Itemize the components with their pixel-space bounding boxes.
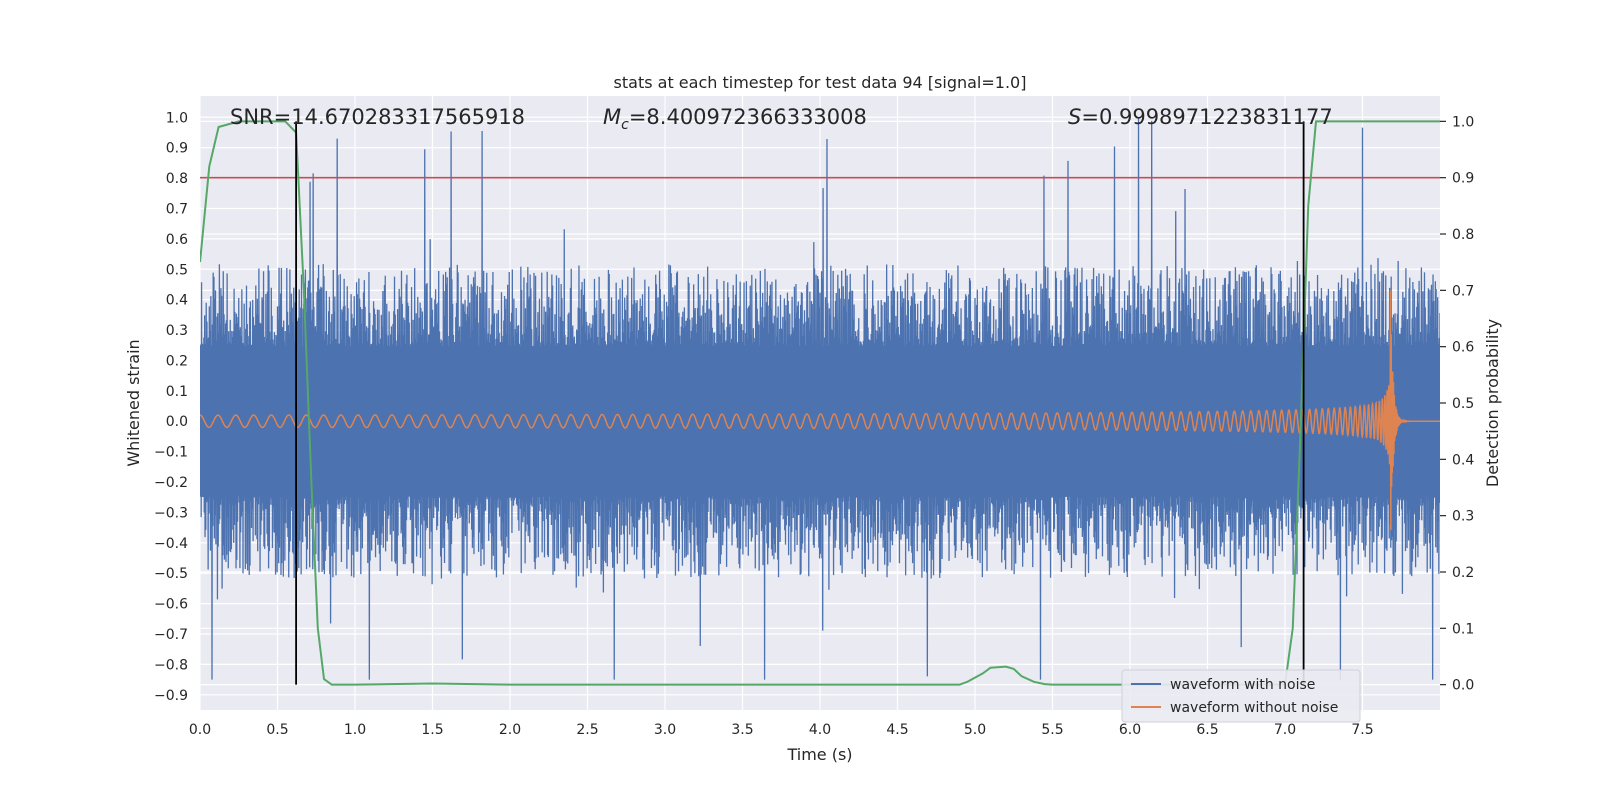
y-left-tick-label: 0.6 bbox=[166, 232, 188, 248]
chirp-mass-annotation: Mc=8.400972366333008 bbox=[603, 105, 867, 133]
chart-title: stats at each timestep for test data 94 … bbox=[614, 73, 1027, 92]
x-tick-label: 4.0 bbox=[809, 722, 831, 738]
left-y-axis-label: Whitened strain bbox=[124, 339, 143, 466]
s-value: =0.9998971223831177 bbox=[1081, 105, 1332, 129]
legend-label-clean: waveform without noise bbox=[1170, 700, 1338, 716]
x-tick-label: 2.5 bbox=[576, 722, 598, 738]
plot-clip bbox=[200, 118, 1440, 686]
x-tick-label: 6.0 bbox=[1119, 722, 1141, 738]
x-tick-label: 1.5 bbox=[421, 722, 443, 738]
y-left-tick-label: 0.4 bbox=[166, 293, 188, 309]
y-left-tick-label: −0.4 bbox=[154, 536, 188, 552]
legend: waveform with noise waveform without noi… bbox=[1121, 669, 1361, 723]
legend-label-noise: waveform with noise bbox=[1170, 677, 1315, 693]
y-right-tick-label: 0.3 bbox=[1452, 509, 1474, 525]
x-tick-label: 0.0 bbox=[189, 722, 211, 738]
x-tick-label: 5.0 bbox=[964, 722, 986, 738]
y-left-tick-label: 0.7 bbox=[166, 201, 188, 217]
x-tick-label: 2.0 bbox=[499, 722, 521, 738]
x-tick-label: 5.5 bbox=[1041, 722, 1063, 738]
mc-subscript: c bbox=[621, 117, 629, 133]
y-right-tick-label: 0.8 bbox=[1452, 227, 1474, 243]
y-left-tick-label: 0.2 bbox=[166, 353, 188, 369]
y-right-tick-label: 0.5 bbox=[1452, 396, 1474, 412]
y-right-tick-label: 0.4 bbox=[1452, 452, 1474, 468]
x-tick-label: 7.0 bbox=[1274, 722, 1296, 738]
series-layer bbox=[200, 118, 1440, 686]
snr-annotation: SNR=14.670283317565918 bbox=[230, 105, 525, 129]
x-tick-label: 7.5 bbox=[1351, 722, 1373, 738]
y-right-tick-label: 0.1 bbox=[1452, 621, 1474, 637]
y-left-tick-label: 0.5 bbox=[166, 262, 188, 278]
legend-box bbox=[1121, 669, 1361, 723]
y-left-tick-label: 0.0 bbox=[166, 414, 188, 430]
y-left-tick-label: 0.3 bbox=[166, 323, 188, 339]
y-left-tick-label: 0.9 bbox=[166, 141, 188, 157]
x-tick-label: 1.0 bbox=[344, 722, 366, 738]
significance-annotation: S=0.9998971223831177 bbox=[1068, 105, 1333, 129]
y-left-tick-label: −0.7 bbox=[154, 627, 188, 643]
y-left-tick-label: −0.1 bbox=[154, 445, 188, 461]
y-left-tick-label: 0.8 bbox=[166, 171, 188, 187]
series-waveform-without-noise bbox=[200, 290, 1440, 531]
x-tick-label: 6.5 bbox=[1196, 722, 1218, 738]
x-tick-label: 3.5 bbox=[731, 722, 753, 738]
series-detection-probability bbox=[200, 120, 1440, 686]
mc-value: =8.400972366333008 bbox=[629, 105, 867, 129]
y-right-tick-label: 0.6 bbox=[1452, 340, 1474, 356]
y-right-tick-label: 0.2 bbox=[1452, 565, 1474, 581]
right-y-axis-label: Detection probability bbox=[1483, 319, 1502, 487]
y-left-tick-label: −0.6 bbox=[154, 597, 188, 613]
s-symbol: S bbox=[1068, 105, 1081, 129]
y-left-tick-label: 1.0 bbox=[166, 110, 188, 126]
x-tick-label: 0.5 bbox=[266, 722, 288, 738]
y-right-tick-label: 0.0 bbox=[1452, 678, 1474, 694]
left-y-axis: −0.9 −0.8 −0.7 −0.6 −0.5 −0.4 −0.3 −0.2 −0.1 0.0 0… bbox=[154, 110, 188, 704]
y-right-tick-label: 0.7 bbox=[1452, 283, 1474, 299]
y-left-tick-label: 0.1 bbox=[166, 384, 188, 400]
x-tick-label: 4.5 bbox=[886, 722, 908, 738]
y-left-tick-label: −0.8 bbox=[154, 657, 188, 673]
y-left-tick-label: −0.2 bbox=[154, 475, 188, 491]
y-left-tick-label: −0.9 bbox=[154, 688, 188, 704]
x-axis: 0.0 0.5 1.0 1.5 2.0 2.5 3.0 3.5 4.0 4.5 5.0 5.5 6.0 6… bbox=[189, 722, 1374, 738]
y-right-tick-label: 0.9 bbox=[1452, 171, 1474, 187]
series-waveform-with-noise bbox=[200, 118, 1440, 680]
right-y-axis: 0.0 0.1 0.2 0.3 0.4 0.5 0.6 0.7 0.8 0.9 1.0 bbox=[1440, 114, 1474, 694]
y-right-tick-label: 1.0 bbox=[1452, 114, 1474, 130]
y-left-tick-label: −0.3 bbox=[154, 505, 188, 521]
mc-symbol: M bbox=[603, 105, 621, 129]
x-tick-label: 3.0 bbox=[654, 722, 676, 738]
y-left-tick-label: −0.5 bbox=[154, 566, 188, 582]
x-axis-label: Time (s) bbox=[786, 745, 852, 764]
